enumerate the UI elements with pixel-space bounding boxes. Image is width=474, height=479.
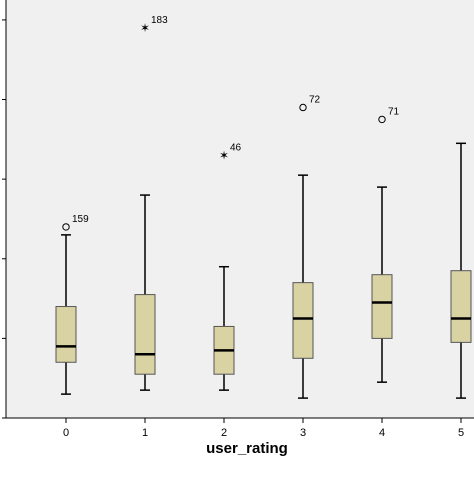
x-tick-label: 0 (63, 427, 69, 439)
outlier-72: 72 (299, 94, 321, 112)
box-0 (55, 234, 77, 395)
box-rect (292, 282, 314, 359)
outlier-label: 72 (309, 94, 321, 105)
outlier-label: 71 (388, 106, 400, 117)
x-tick-label: 3 (300, 427, 306, 439)
outlier-circle-marker (378, 115, 386, 124)
x-tick-label: 4 (379, 427, 385, 439)
outlier-star-marker: ✶ (140, 21, 150, 35)
outlier-label: 46 (230, 142, 242, 153)
x-tick-label: 1 (142, 427, 148, 439)
outlier-183: ✶183 (140, 15, 168, 35)
plot-area-background (6, 0, 474, 418)
box-rect (371, 274, 393, 339)
x-axis-title: user_rating (206, 440, 288, 457)
box-4 (371, 186, 393, 383)
box-rect (450, 270, 472, 343)
outlier-label: 183 (151, 15, 168, 26)
outlier-circle-marker (62, 223, 70, 231)
box-rect (55, 306, 77, 363)
outlier-label: 159 (72, 214, 89, 225)
outlier-71: 71 (378, 106, 400, 124)
box-rect (134, 294, 156, 375)
x-tick-label: 2 (221, 427, 227, 439)
y-axis-ticks (2, 19, 6, 419)
box-2 (213, 265, 235, 391)
x-axis-ticks: 0 1 2 3 4 5 (63, 418, 464, 439)
box-series (55, 142, 472, 399)
box-5 (450, 142, 472, 399)
outlier-159: 159 (62, 214, 89, 231)
outlier-star-marker: ✶ (219, 148, 229, 162)
outlier-46: ✶46 (219, 142, 242, 162)
box-1 (134, 194, 156, 391)
outlier-circle-marker (299, 103, 307, 112)
x-tick-label: 5 (458, 427, 464, 439)
box-3 (292, 174, 314, 399)
